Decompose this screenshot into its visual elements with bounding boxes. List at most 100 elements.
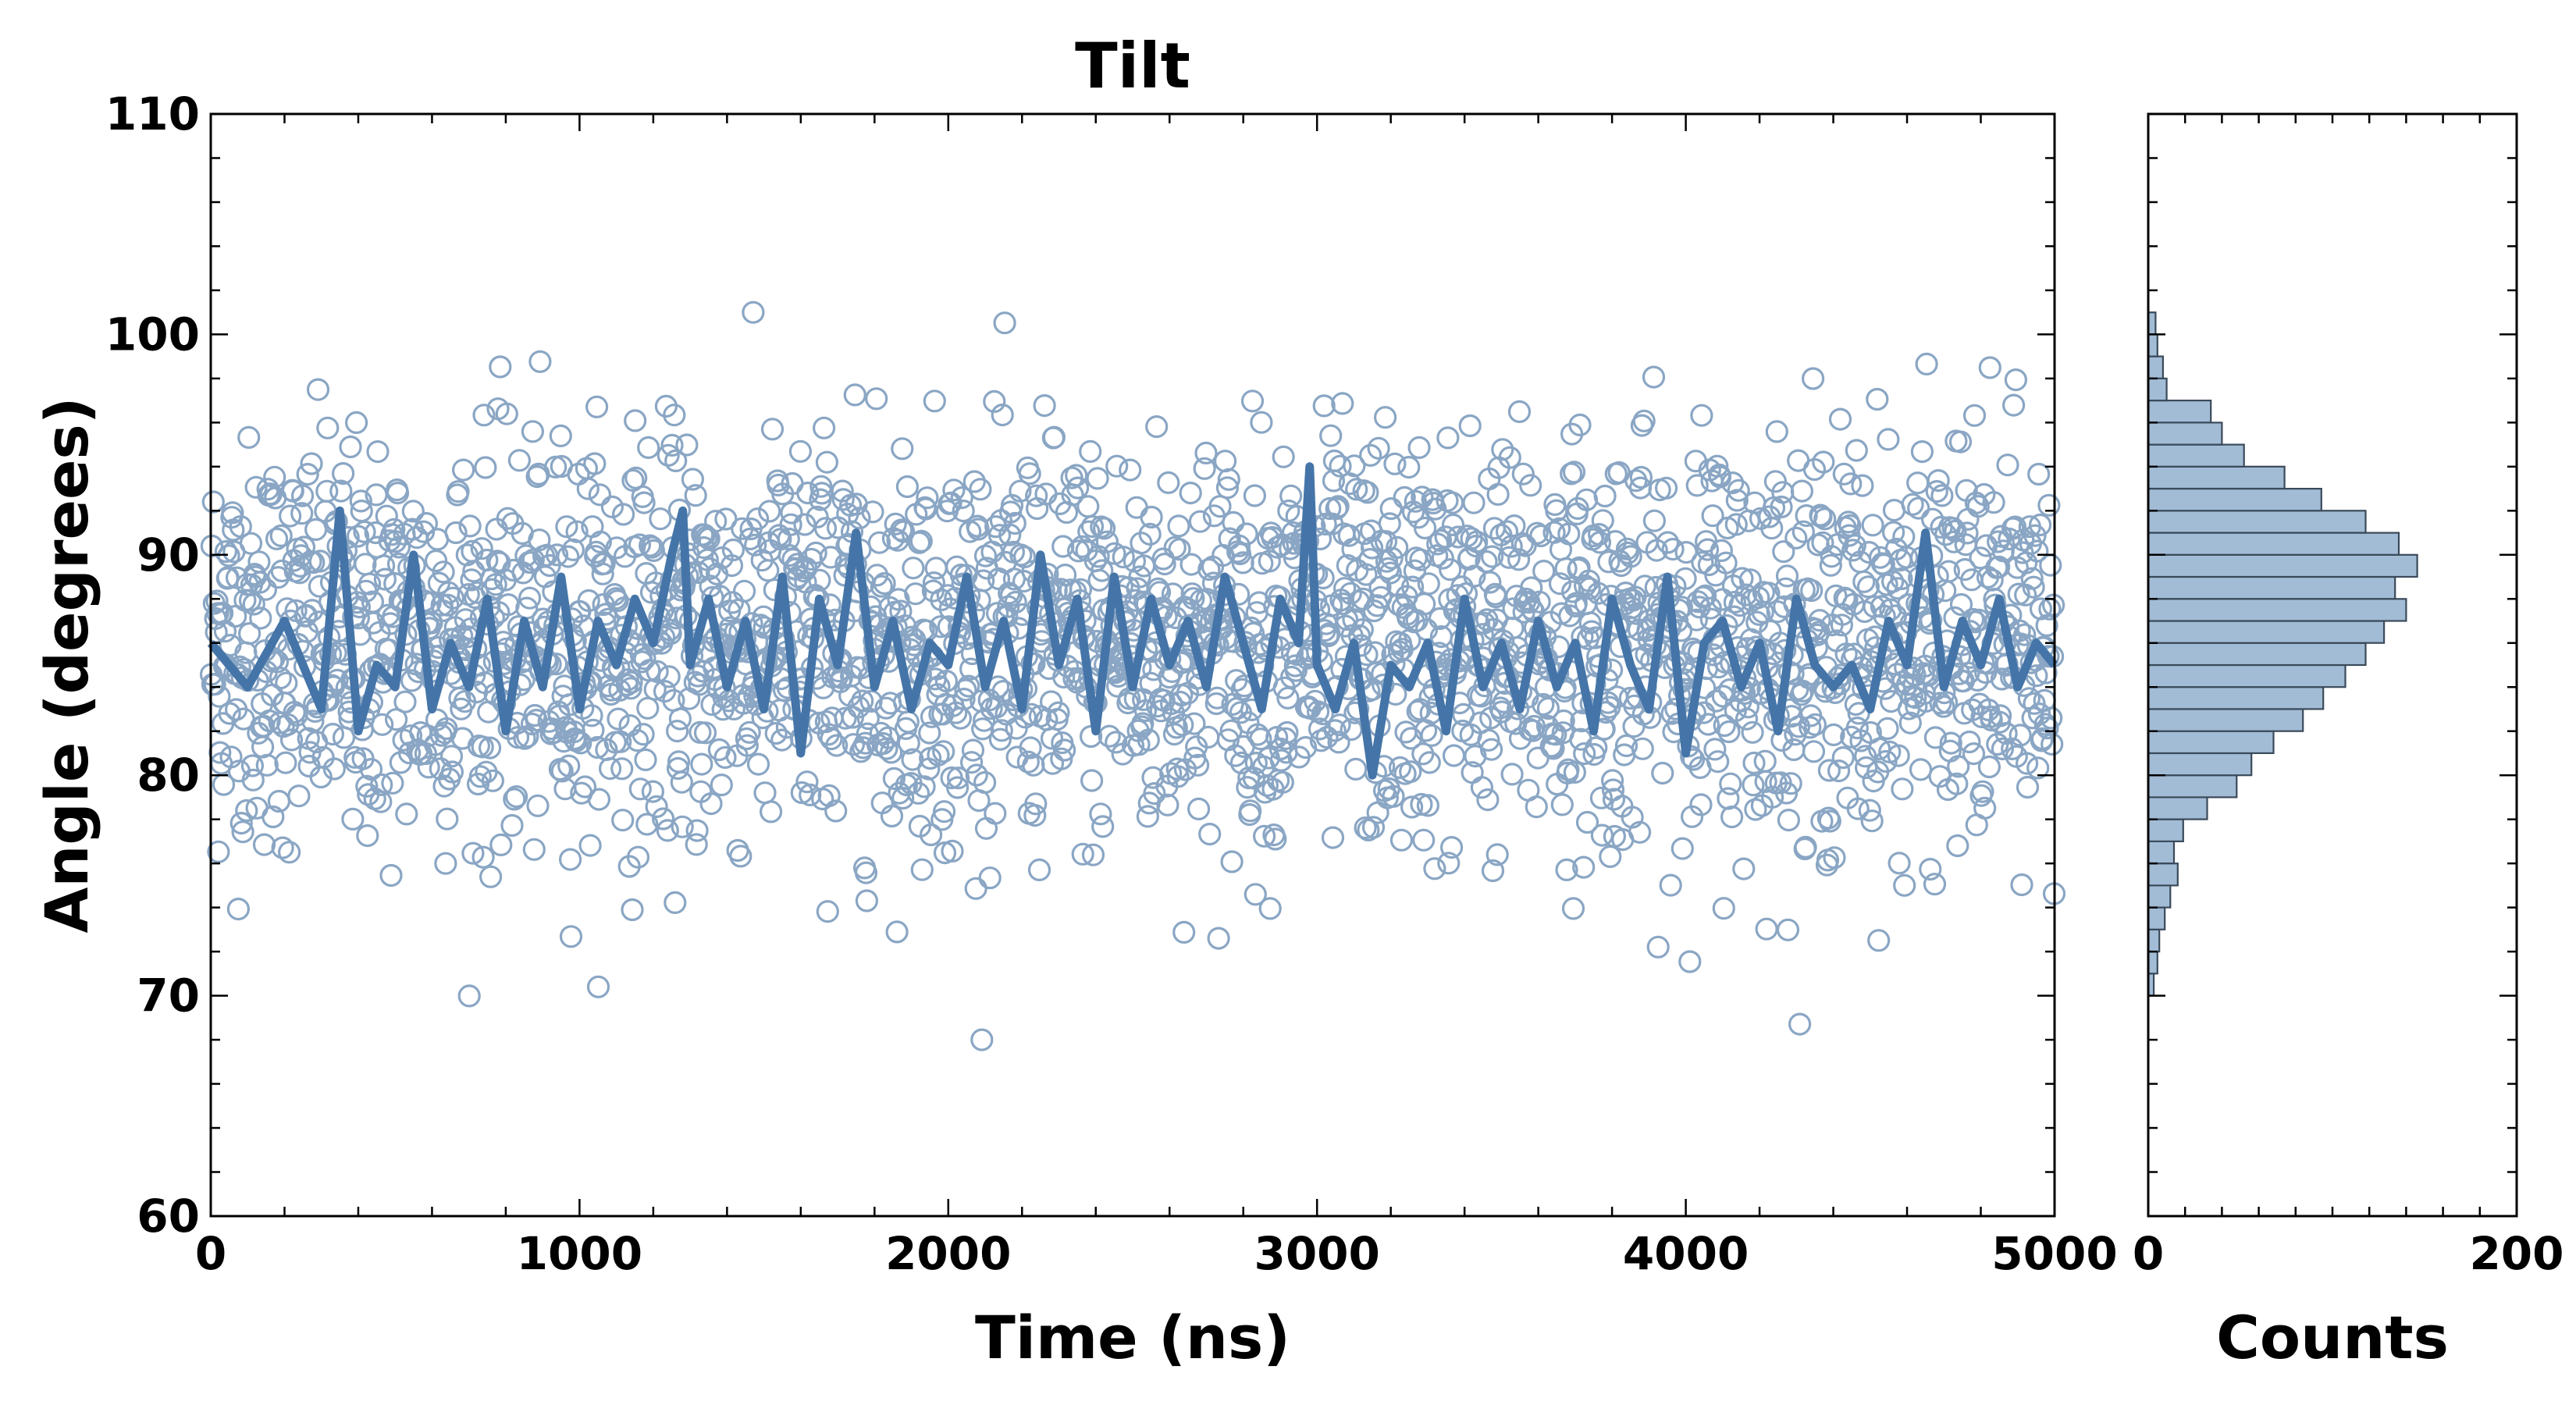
scatter-point — [865, 387, 888, 411]
scatter-point — [1133, 699, 1158, 723]
scatter-point — [902, 557, 925, 580]
histogram-bar — [2147, 928, 2161, 953]
scatter-point — [2003, 515, 2027, 539]
scatter-point — [1742, 774, 1765, 797]
scatter-point — [573, 775, 597, 799]
scatter-point — [656, 443, 680, 467]
scatter-point — [952, 687, 976, 711]
scatter-point — [436, 593, 460, 617]
scatter-point — [600, 495, 624, 519]
scatter-point — [557, 545, 580, 568]
histogram-bar — [2147, 575, 2396, 600]
scatter-point — [1042, 425, 1066, 449]
scatter-point — [1803, 713, 1827, 736]
scatter-point — [242, 592, 265, 616]
scatter-point — [364, 521, 387, 545]
scatter-point — [479, 865, 503, 888]
scatter-point — [353, 520, 376, 544]
scatter-point — [1239, 799, 1262, 823]
scatter-point — [559, 925, 583, 948]
scatter-point — [1779, 772, 1802, 795]
scatter-point — [764, 721, 788, 745]
scatter-point — [1775, 564, 1799, 588]
scatter-point — [991, 403, 1014, 427]
scatter-point — [605, 536, 628, 560]
scatter-point — [322, 757, 346, 781]
scatter-point — [269, 524, 293, 548]
scatter-point — [1987, 555, 2011, 578]
scatter-point — [500, 813, 524, 838]
scatter-point — [555, 515, 578, 539]
scatter-point — [279, 504, 302, 528]
scatter-point — [1800, 578, 1823, 603]
scatter-point — [1526, 746, 1550, 770]
scatter-point — [1227, 534, 1251, 557]
scatter-point — [720, 591, 745, 614]
scatter-point — [235, 799, 258, 823]
scatter-point — [1125, 496, 1148, 519]
scatter-point — [1400, 795, 1424, 819]
scatter-point — [606, 589, 629, 613]
y-tick-label: 60 — [137, 1190, 200, 1243]
scatter-point — [474, 456, 497, 479]
scatter-point — [1898, 711, 1922, 735]
scatter-point — [578, 834, 602, 857]
scatter-point — [817, 784, 841, 808]
scatter-point — [1937, 560, 1960, 583]
scatter-point — [387, 535, 411, 559]
scatter-point — [444, 521, 468, 545]
scatter-point — [216, 566, 240, 589]
scatter-point — [910, 858, 934, 881]
histogram-bar — [2147, 950, 2158, 975]
scatter-point — [643, 678, 667, 701]
scatter-point — [1304, 689, 1327, 713]
scatter-point — [1315, 725, 1339, 749]
scatter-point — [1549, 538, 1573, 561]
scatter-point — [913, 775, 936, 799]
scatter-point — [1602, 788, 1626, 811]
scatter-point — [226, 897, 250, 921]
scatter-point — [1436, 426, 1460, 450]
scatter-point — [984, 802, 1007, 825]
scatter-point — [1770, 495, 1793, 519]
histogram-bar — [2147, 510, 2367, 534]
scatter-point — [1172, 920, 1196, 944]
scatter-point — [651, 807, 675, 831]
scatter-point — [693, 721, 717, 745]
scatter-point — [1909, 758, 1933, 781]
scatter-point — [296, 462, 319, 486]
histogram-bar — [2147, 686, 2325, 710]
scatter-point — [1507, 548, 1531, 571]
scatter-point — [1973, 796, 1997, 820]
scatter-point — [254, 578, 277, 601]
scatter-point — [481, 769, 505, 792]
scatter-point — [1373, 406, 1397, 429]
scatter-point — [1966, 495, 1990, 518]
scatter-point — [417, 756, 440, 779]
scatter-point — [1689, 793, 1713, 816]
scatter-point — [809, 475, 833, 498]
scatter-point — [1719, 772, 1742, 795]
scatter-point — [1591, 509, 1614, 532]
scatter-point — [1732, 857, 1756, 880]
scatter-point — [370, 773, 393, 797]
chart-title: Tilt — [1075, 30, 1190, 102]
scatter-point — [2035, 614, 2058, 638]
scatter-point — [904, 582, 927, 606]
scatter-point — [1685, 474, 1709, 497]
scatter-point — [657, 665, 681, 688]
scatter-point — [1855, 756, 1878, 780]
scatter-point — [586, 975, 610, 998]
scatter-point — [607, 707, 630, 731]
scatter-point — [887, 588, 910, 611]
scatter-point — [1252, 824, 1276, 848]
scatter-point — [1019, 736, 1042, 759]
scatter-point — [1339, 582, 1362, 605]
scatter-point — [369, 790, 393, 813]
scatter-point — [1167, 514, 1190, 538]
scatter-point — [1326, 495, 1350, 518]
scatter-point — [1552, 709, 1575, 733]
histogram-x-tick-label: 200 — [2469, 1227, 2564, 1280]
scatter-point — [816, 900, 839, 923]
scatter-point — [1852, 570, 1876, 593]
